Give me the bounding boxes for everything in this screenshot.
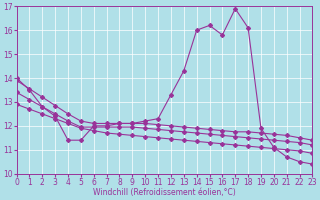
X-axis label: Windchill (Refroidissement éolien,°C): Windchill (Refroidissement éolien,°C) — [93, 188, 236, 197]
